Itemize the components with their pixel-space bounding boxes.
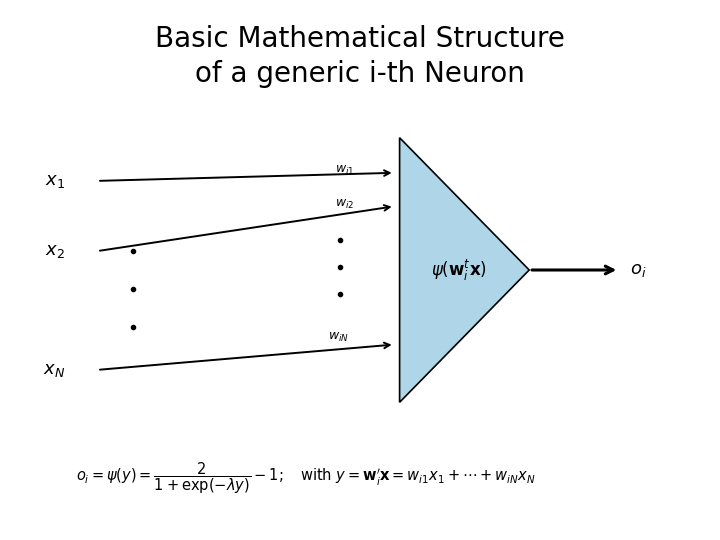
Text: $w_{i2}$: $w_{i2}$ — [335, 198, 354, 211]
Text: $x_2$: $x_2$ — [45, 242, 65, 260]
Text: $o_i$: $o_i$ — [630, 261, 647, 279]
Text: $x_1$: $x_1$ — [45, 172, 65, 190]
Polygon shape — [400, 138, 529, 402]
Text: $o_i = \psi(y) = \dfrac{2}{1 + \exp(-\lambda y)} - 1;$$\quad \mathrm{with}\ y = : $o_i = \psi(y) = \dfrac{2}{1 + \exp(-\la… — [76, 460, 536, 496]
Text: $x_N$: $x_N$ — [42, 361, 65, 379]
Text: $w_{iN}$: $w_{iN}$ — [328, 331, 348, 344]
Text: $\psi(\mathbf{w}_i^t\mathbf{x})$: $\psi(\mathbf{w}_i^t\mathbf{x})$ — [431, 258, 487, 282]
Text: Basic Mathematical Structure
of a generic i-th Neuron: Basic Mathematical Structure of a generi… — [155, 25, 565, 88]
Text: $w_{i1}$: $w_{i1}$ — [335, 164, 354, 177]
